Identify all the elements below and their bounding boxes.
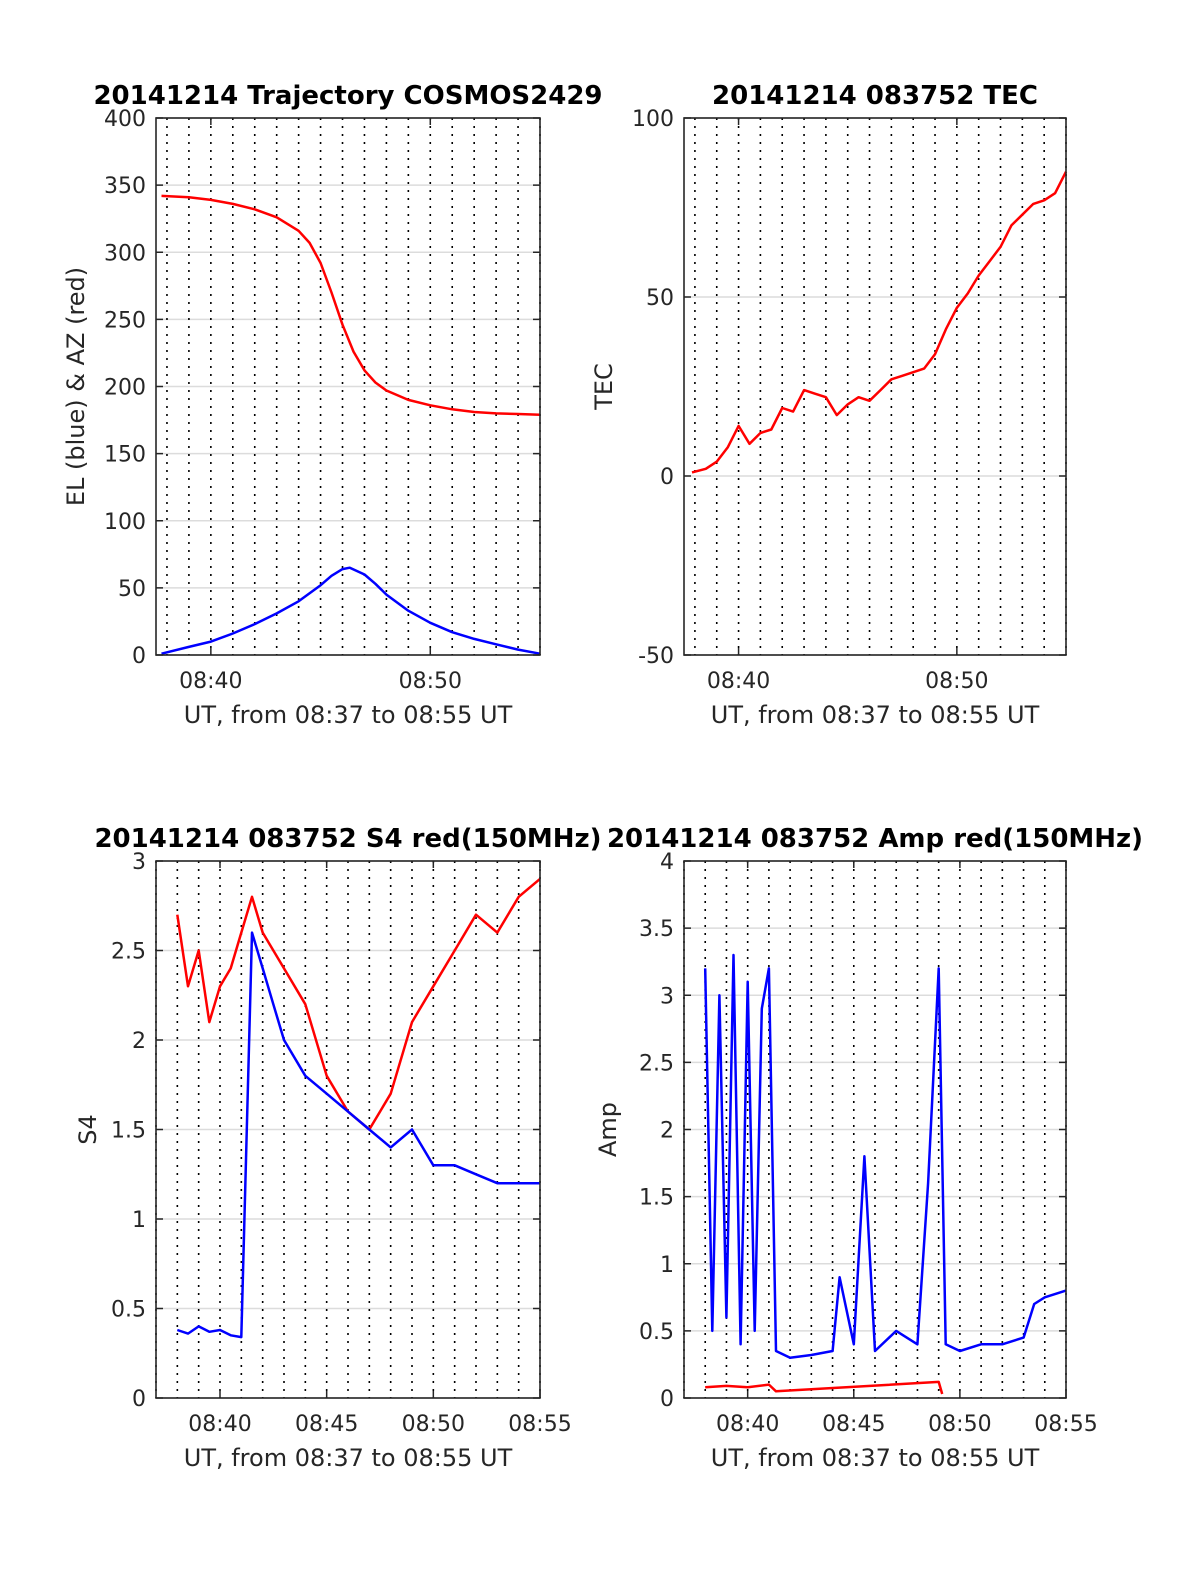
x-tick-label: 08:55 (508, 1412, 571, 1437)
y-tick-label: 350 (104, 174, 146, 199)
y-axis-label: TEC (590, 363, 618, 411)
y-tick-label: 200 (104, 376, 146, 401)
y-tick-label: 150 (104, 443, 146, 468)
y-tick-label: 100 (632, 107, 674, 132)
y-axis-label: EL (blue) & AZ (red) (62, 267, 90, 506)
y-tick-label: 3 (660, 984, 674, 1009)
y-tick-label: 4 (660, 850, 674, 875)
y-tick-label: 0.5 (639, 1320, 674, 1345)
y-tick-label: -50 (638, 644, 674, 669)
axes-box (683, 117, 1067, 656)
x-tick-label: 08:50 (928, 1412, 991, 1437)
y-axis-label: Amp (594, 1102, 622, 1157)
y-tick-label: 1.5 (111, 1119, 146, 1144)
chart-title: 20141214 083752 Amp red(150MHz) (607, 824, 1143, 854)
x-tick-label: 08:50 (925, 669, 988, 694)
x-axis-label: UT, from 08:37 to 08:55 UT (711, 701, 1040, 729)
y-tick-label: 1.5 (639, 1186, 674, 1211)
x-tick-label: 08:40 (707, 669, 770, 694)
y-tick-label: 3 (132, 850, 146, 875)
y-tick-label: 100 (104, 510, 146, 535)
y-axis-label: S4 (74, 1114, 102, 1145)
x-tick-label: 08:45 (822, 1412, 885, 1437)
y-tick-label: 2.5 (639, 1051, 674, 1076)
series-line-2 (703, 953, 1067, 1359)
chart-panel-4: 0 0.5 1 1.5 2 2.5 3 3.5 4 08:40 08:45 08:50 08:55 201… (594, 824, 1143, 1472)
chart-panel-2: -50 0 50 100 08:40 08:50 20141214 083752 TEC UT… (590, 81, 1068, 729)
x-tick-label: 08:55 (1034, 1412, 1097, 1437)
x-axis-label: UT, from 08:37 to 08:55 UT (184, 701, 513, 729)
y-tick-label: 300 (104, 241, 146, 266)
series-line-2 (176, 931, 540, 1339)
chart-title: 20141214 Trajectory COSMOS2429 (93, 81, 602, 111)
series-line-1 (161, 194, 541, 416)
x-tick-label: 08:40 (188, 1412, 251, 1437)
y-tick-label: 3.5 (639, 917, 674, 942)
series-line-1 (176, 877, 541, 1131)
chart-panel-1: 0 50 100 150 200 250 300 350 400 08:40 08:50 201412… (62, 81, 603, 729)
y-tick-label: 1 (132, 1208, 146, 1233)
y-tick-label: 0 (660, 465, 674, 490)
y-tick-label: 0 (660, 1387, 674, 1412)
x-tick-label: 08:50 (399, 669, 462, 694)
x-tick-label: 08:45 (295, 1412, 358, 1437)
y-tick-label: 2 (132, 1029, 146, 1054)
y-tick-label: 2.5 (111, 940, 146, 965)
series-line-1 (691, 171, 1068, 474)
y-tick-label: 50 (646, 286, 674, 311)
chart-title: 20141214 083752 S4 red(150MHz) (94, 824, 601, 854)
x-tick-label: 08:50 (402, 1412, 465, 1437)
y-tick-label: 0.5 (111, 1298, 146, 1323)
y-tick-label: 400 (104, 107, 146, 132)
chart-title: 20141214 083752 TEC (712, 81, 1038, 111)
y-tick-label: 50 (118, 577, 146, 602)
series-line-1 (705, 1380, 944, 1395)
chart-panel-3: 0 0.5 1 1.5 2 2.5 3 08:40 08:45 08:50 08:55 2014121… (74, 824, 602, 1472)
series-line-2 (161, 566, 541, 655)
y-tick-label: 2 (660, 1119, 674, 1144)
x-axis-label: UT, from 08:37 to 08:55 UT (184, 1444, 513, 1472)
x-tick-label: 08:40 (716, 1412, 779, 1437)
plot-area (684, 118, 1066, 655)
x-axis-label: UT, from 08:37 to 08:55 UT (711, 1444, 1040, 1472)
y-tick-label: 0 (132, 644, 146, 669)
y-tick-label: 1 (660, 1253, 674, 1278)
x-tick-label: 08:40 (179, 669, 242, 694)
y-tick-label: 0 (132, 1387, 146, 1412)
y-tick-label: 250 (104, 308, 146, 333)
